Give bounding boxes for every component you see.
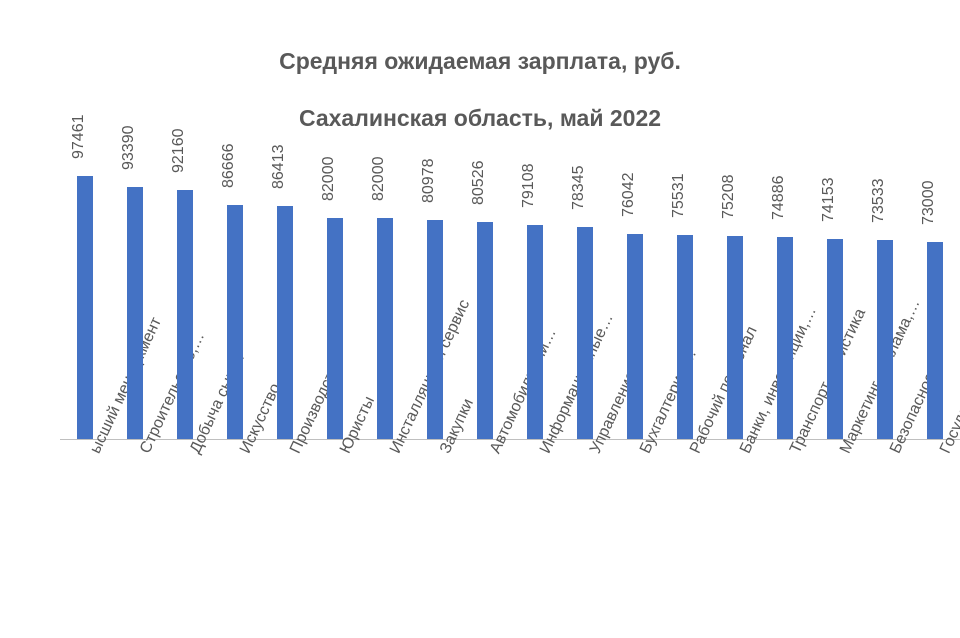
bar-value-label: 86666 [220,144,238,189]
bar-column: 80526Автомобильный… [460,170,510,439]
bar-column: 74153Маркетинг, реклама,… [810,170,860,439]
bar [927,242,943,439]
bar-column: 97461ысший менеджмент [60,170,110,439]
bar-value-label: 74886 [770,175,788,220]
bar-value-label: 78345 [570,166,588,211]
bar-value-label: 75531 [670,174,688,219]
bar-column: 93390Строительство,… [110,170,160,439]
bar [777,237,793,439]
bar-value-label: 79108 [520,164,538,209]
bar-column: 86413Производство [260,170,310,439]
bar [427,220,443,439]
bar-column: 75531Рабочий персонал [660,170,710,439]
bar-value-label: 80978 [420,159,438,204]
bar [227,205,243,439]
bar-column: 73000Государствен [910,170,960,439]
bar-column: 76042Бухгалтерия,… [610,170,660,439]
bar [127,187,143,439]
bar-column: 80978Закупки [410,170,460,439]
bar-column: 82000Юристы [310,170,360,439]
bar [477,222,493,439]
bar-value-label: 76042 [620,172,638,217]
chart-title-line2: Сахалинская область, май 2022 [299,105,661,131]
bar [377,218,393,439]
chart-title: Средняя ожидаемая зарплата, руб. Сахалин… [0,18,960,133]
bar-column: 78345Управление… [560,170,610,439]
bar-column: 92160Добыча сырья [160,170,210,439]
plot-area: 97461ысший менеджмент93390Строительство,… [60,170,960,440]
bar-column: 74886Транспорт, логистика [760,170,810,439]
chart-title-line1: Средняя ожидаемая зарплата, руб. [279,48,681,74]
bar-value-label: 73533 [870,179,888,224]
bar-value-label: 75208 [720,174,738,219]
bar-value-label: 82000 [370,156,388,201]
bar [577,227,593,439]
bar-column: 86666Искусство,… [210,170,260,439]
bar [177,190,193,439]
bar-value-label: 74153 [820,177,838,222]
bar [527,225,543,439]
bar-value-label: 82000 [320,156,338,201]
bar-value-label: 97461 [70,114,88,159]
bar [77,176,93,439]
bar [327,218,343,439]
bar-column: 75208Банки, инвестиции,… [710,170,760,439]
bar [877,240,893,439]
bar-value-label: 86413 [270,144,288,189]
bar [627,234,643,439]
bar [727,236,743,439]
bar-value-label: 73000 [920,180,938,225]
bar-column: 79108Информационные… [510,170,560,439]
bar-value-label: 80526 [470,160,488,205]
bar [277,206,293,439]
bar-column: 73533Безопасность [860,170,910,439]
bar [827,239,843,439]
salary-bar-chart: Средняя ожидаемая зарплата, руб. Сахалин… [0,0,960,638]
bar [677,235,693,439]
bar-value-label: 92160 [170,129,188,174]
bar-value-label: 93390 [120,125,138,170]
bar-column: 82000Инсталляция и сервис [360,170,410,439]
